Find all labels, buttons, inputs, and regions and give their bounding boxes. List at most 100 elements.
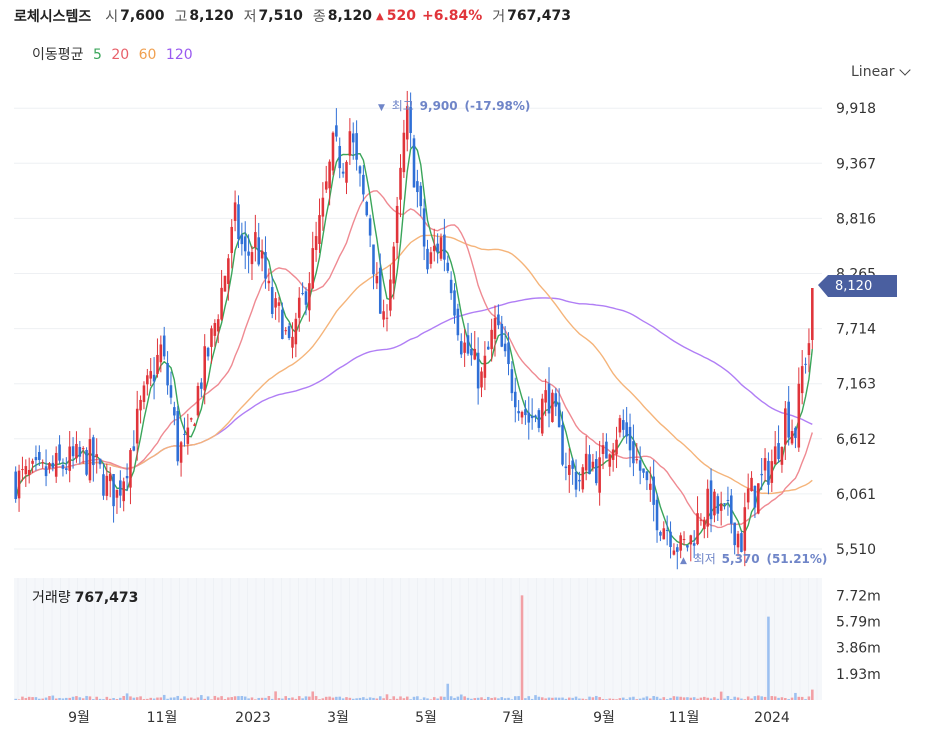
candle-body	[540, 398, 544, 434]
candle	[527, 396, 531, 440]
candle-body	[767, 460, 770, 485]
volume-bar	[804, 699, 807, 700]
candle	[784, 400, 787, 460]
candle-body	[571, 460, 574, 469]
ma-120[interactable]: 120	[165, 47, 193, 63]
volume-bar	[743, 699, 747, 700]
candle-body	[139, 399, 142, 411]
candle-body	[355, 133, 358, 160]
candle-body	[281, 309, 284, 339]
candle	[490, 318, 493, 362]
volume-bar	[24, 698, 28, 700]
volume-bar	[75, 696, 78, 700]
candle-body	[44, 466, 48, 477]
volume-bar	[176, 695, 179, 700]
candle-body	[254, 232, 257, 248]
candle	[179, 440, 183, 477]
candle	[402, 119, 406, 178]
candle-body	[480, 371, 483, 388]
volume-bar	[58, 697, 61, 700]
candle	[88, 427, 92, 483]
max-pct: (-17.98%)	[464, 99, 530, 113]
volume-bar	[436, 698, 439, 700]
candle-body	[34, 457, 38, 461]
candle	[335, 108, 338, 142]
candle	[753, 485, 757, 518]
candle	[780, 446, 784, 473]
volume-tick-label: 5.79m	[836, 615, 881, 631]
volume-bar	[216, 697, 220, 700]
volume-bar	[750, 698, 753, 700]
candle	[422, 198, 426, 261]
volume-bar	[527, 696, 531, 700]
candle	[429, 246, 433, 269]
candle	[308, 272, 311, 322]
close-value: 8,120	[327, 8, 373, 24]
candle-body	[699, 519, 703, 521]
candle-body	[503, 343, 507, 352]
candle-body	[753, 485, 757, 508]
candle-body	[470, 348, 473, 356]
volume-bar	[277, 698, 281, 700]
candle-body	[240, 234, 244, 245]
volume-bar	[385, 694, 389, 700]
ma-5[interactable]: 5	[92, 47, 102, 63]
candle	[27, 457, 31, 484]
candle-body	[669, 531, 672, 548]
candle	[68, 431, 71, 483]
volume-bar	[200, 695, 203, 700]
candle-body	[173, 407, 176, 416]
volume-bar	[378, 696, 382, 700]
volume-bar	[270, 698, 274, 700]
volume-bar	[314, 696, 318, 700]
candle-body	[328, 161, 331, 189]
candle	[159, 335, 163, 373]
volume-bar	[453, 697, 456, 700]
candle	[270, 276, 274, 319]
volume-bar	[601, 699, 605, 700]
volume-bar	[669, 697, 672, 700]
candle-body	[544, 390, 547, 403]
ma-20[interactable]: 20	[111, 47, 130, 63]
volume-bar	[88, 696, 92, 700]
candle	[537, 408, 541, 433]
volume-bar	[537, 696, 541, 700]
candle-body	[665, 529, 669, 531]
candle	[372, 244, 375, 290]
volume-bar	[129, 696, 132, 700]
candle	[162, 326, 166, 360]
candle	[743, 492, 747, 567]
candle-body	[662, 528, 666, 540]
candle-body	[399, 167, 402, 200]
candle-body	[88, 439, 92, 481]
ma-60[interactable]: 60	[138, 47, 157, 63]
candle-body	[115, 489, 119, 498]
y-tick-label: 7,714	[836, 322, 876, 338]
candle	[770, 449, 774, 492]
volume-bar	[240, 695, 244, 700]
volume-bar	[203, 698, 206, 700]
volume-bar	[112, 697, 115, 700]
candle	[497, 304, 500, 330]
candle-body	[757, 483, 760, 514]
volume-bar	[594, 695, 598, 700]
candle	[622, 409, 625, 438]
candle-body	[365, 201, 369, 216]
scale-selector[interactable]: Linear	[851, 64, 911, 80]
candle-body	[672, 550, 676, 555]
volume-bar	[405, 696, 409, 700]
volume-bar	[173, 697, 176, 700]
candle	[500, 315, 504, 348]
volume-bar	[740, 698, 743, 700]
volume-bar	[318, 699, 321, 700]
volume-bar	[807, 696, 811, 700]
candle	[760, 457, 763, 490]
volume-bar	[605, 699, 608, 700]
candle-body	[591, 461, 595, 468]
candle	[281, 302, 284, 340]
candle	[446, 255, 450, 274]
candle	[166, 351, 169, 395]
volume-bar	[92, 699, 95, 700]
volume-bar	[449, 696, 453, 700]
